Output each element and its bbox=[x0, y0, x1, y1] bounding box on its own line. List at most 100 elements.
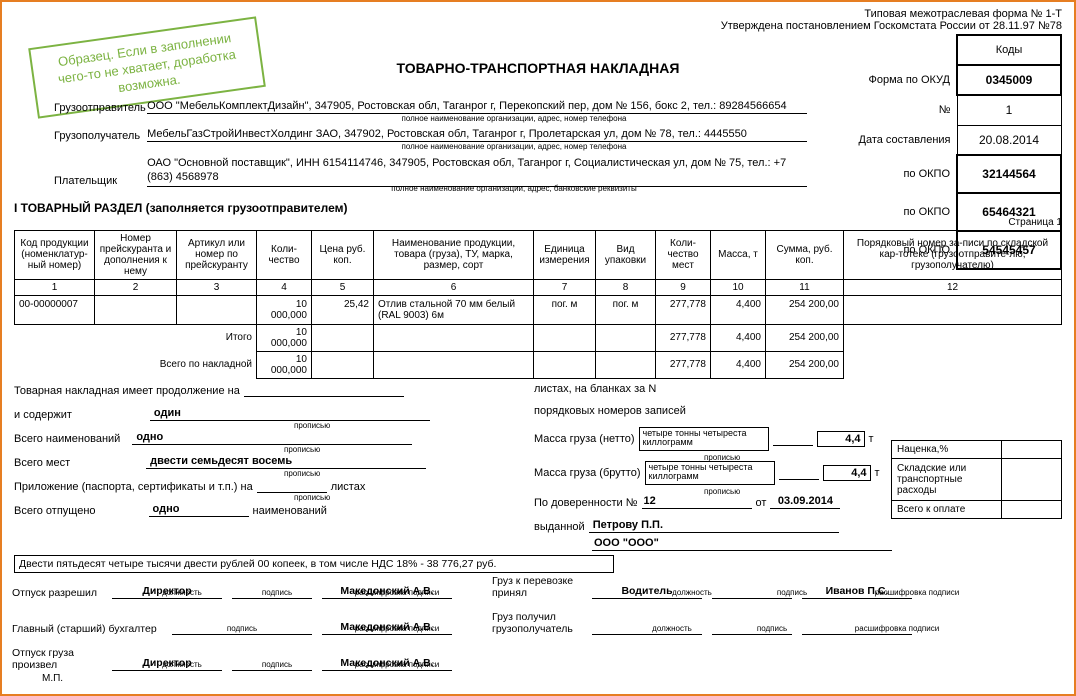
coln-8: 8 bbox=[596, 279, 656, 295]
released-value: одно bbox=[149, 503, 249, 517]
sender-value: ООО "МебельКомплектДизайн", 347905, Рост… bbox=[147, 100, 807, 114]
itogo-e5 bbox=[844, 324, 1062, 351]
okpo-label-3: по ОКПО bbox=[859, 231, 958, 269]
release-label: Отпуск груза произвел bbox=[12, 647, 112, 671]
sum-words: Двести пятьдесят четыре тысячи двести ру… bbox=[14, 555, 614, 573]
date-value: 20.08.2014 bbox=[957, 125, 1061, 155]
app-value bbox=[257, 479, 327, 493]
cell-code: 00-00000007 bbox=[15, 295, 95, 324]
app-sheets: листах bbox=[331, 481, 366, 493]
sh8: расшифровка подписи bbox=[342, 624, 452, 633]
col-h-1: Код продукции (номенклатур-ный номер) bbox=[15, 230, 95, 279]
vsego-e2 bbox=[374, 351, 534, 378]
sh11: расшифровка подписи bbox=[842, 624, 952, 633]
sh9: должность bbox=[632, 624, 712, 633]
cell-record bbox=[844, 295, 1062, 324]
mass-net-words: четыре тонны четыреста киллограмм bbox=[639, 427, 769, 451]
signatures-area: Отпуск разрешил Директор Македонский А.В… bbox=[12, 575, 1064, 684]
okpo-receiver: 65464321 bbox=[957, 193, 1061, 231]
payer-row: Плательщик ОАО "Основной поставщик", ИНН… bbox=[14, 156, 834, 187]
released-label: Всего отпущено bbox=[14, 505, 96, 517]
hint-3: прописью bbox=[284, 469, 320, 478]
coln-9: 9 bbox=[656, 279, 711, 295]
okpo-sender: 32144564 bbox=[957, 155, 1061, 193]
date-label: Дата составления bbox=[859, 125, 958, 155]
total-label: Всего к оплате bbox=[892, 501, 1002, 519]
cell-mass: 4,400 bbox=[711, 295, 766, 324]
itogo-mass: 4,400 bbox=[711, 324, 766, 351]
proxy-label: По доверенности № bbox=[534, 497, 638, 509]
goods-num-row: 1 2 3 4 5 6 7 8 9 10 11 12 bbox=[15, 279, 1062, 295]
form-header: Типовая межотраслевая форма № 1-Т Утверж… bbox=[721, 8, 1062, 32]
col-h-10: Масса, т bbox=[711, 230, 766, 279]
okpo-label-1: по ОКПО bbox=[859, 155, 958, 193]
contains-value: один bbox=[150, 407, 430, 421]
mass-net-line bbox=[773, 432, 813, 446]
vsego-label: Всего по накладной bbox=[15, 351, 257, 378]
vsego-e5 bbox=[844, 351, 1062, 378]
vsego-e3 bbox=[534, 351, 596, 378]
allow-label: Отпуск разрешил bbox=[12, 587, 112, 599]
col-h-4: Коли-чество bbox=[257, 230, 312, 279]
itogo-qty: 10 000,000 bbox=[257, 324, 312, 351]
sh10: подпись bbox=[742, 624, 802, 633]
total-val bbox=[1002, 501, 1062, 519]
cell-price: 25,42 bbox=[312, 295, 374, 324]
sh6: расшифровка подписи bbox=[862, 588, 972, 597]
itogo-label: Итого bbox=[15, 324, 257, 351]
sh3: расшифровка подписи bbox=[342, 588, 452, 597]
okud-label: Форма по ОКУД bbox=[859, 65, 958, 95]
vsego-e1 bbox=[312, 351, 374, 378]
vsego-sum: 254 200,00 bbox=[766, 351, 844, 378]
payer-value: ОАО "Основной поставщик", ИНН 6154114746… bbox=[147, 156, 807, 187]
records-suffix: порядковых номеров записей bbox=[534, 405, 686, 417]
contains-label: и содержит bbox=[14, 409, 72, 421]
col-h-11: Сумма, руб. коп. bbox=[766, 230, 844, 279]
payer-label: Плательщик bbox=[14, 175, 144, 187]
goods-data-row: 00-00000007 10 000,000 25,42 Отлив сталь… bbox=[15, 295, 1062, 324]
coln-1: 1 bbox=[15, 279, 95, 295]
issued-org: ООО "ООО" bbox=[592, 537, 892, 551]
okpo-label-2: по ОКПО bbox=[859, 193, 958, 231]
receiver-hint: полное наименование организации, адрес, … bbox=[184, 142, 844, 151]
coln-10: 10 bbox=[711, 279, 766, 295]
sheets-suffix: листах, на бланках за N bbox=[534, 383, 656, 395]
names-value: одно bbox=[132, 431, 412, 445]
vsego-places: 277,778 bbox=[656, 351, 711, 378]
cell-sum: 254 200,00 bbox=[766, 295, 844, 324]
markup-label: Наценка,% bbox=[892, 441, 1002, 459]
codes-header: Коды bbox=[957, 35, 1061, 65]
okud-value: 0345009 bbox=[957, 65, 1061, 95]
okpo-payer: 54545457 bbox=[957, 231, 1061, 269]
proxy-num: 12 bbox=[642, 495, 752, 509]
vsego-e4 bbox=[596, 351, 656, 378]
col-h-3: Артикул или номер по прейскуранту bbox=[177, 230, 257, 279]
hint-1: прописью bbox=[294, 421, 330, 430]
storage-label: Складские или транспортные расходы bbox=[892, 459, 1002, 501]
proxy-date-label: от bbox=[756, 497, 767, 509]
sh4: должность bbox=[652, 588, 732, 597]
document-page: Типовая межотраслевая форма № 1-Т Утверж… bbox=[0, 0, 1076, 696]
totals-itogo: Итого 10 000,000 277,778 4,400 254 200,0… bbox=[15, 324, 1062, 351]
chief-acc-label: Главный (старший) бухгалтер bbox=[12, 623, 172, 635]
itogo-sum: 254 200,00 bbox=[766, 324, 844, 351]
col-h-2: Номер прейскуранта и дополнения к нему bbox=[95, 230, 177, 279]
sender-hint: полное наименование организации, адрес, … bbox=[184, 114, 844, 123]
itogo-e3 bbox=[534, 324, 596, 351]
mass-gross-unit: т bbox=[875, 467, 880, 479]
storage-val bbox=[1002, 459, 1062, 501]
continuation-value bbox=[244, 383, 404, 397]
received-label: Груз получил грузополучатель bbox=[492, 611, 592, 635]
sh14: расшифровка подписи bbox=[342, 660, 452, 669]
issued-to: Петрову П.П. bbox=[589, 519, 839, 533]
right-summary-table: Наценка,% Складские или транспортные рас… bbox=[891, 440, 1062, 519]
proxy-date: 03.09.2014 bbox=[770, 495, 840, 509]
num-value: 1 bbox=[957, 95, 1061, 125]
markup-val bbox=[1002, 441, 1062, 459]
sh2: подпись bbox=[247, 588, 307, 597]
mp-label: М.П. bbox=[42, 673, 1064, 684]
col-h-5: Цена руб. коп. bbox=[312, 230, 374, 279]
col-h-7: Единица измерения bbox=[534, 230, 596, 279]
sh5: подпись bbox=[762, 588, 822, 597]
payer-hint: полное наименование организации, адрес, … bbox=[184, 184, 844, 193]
